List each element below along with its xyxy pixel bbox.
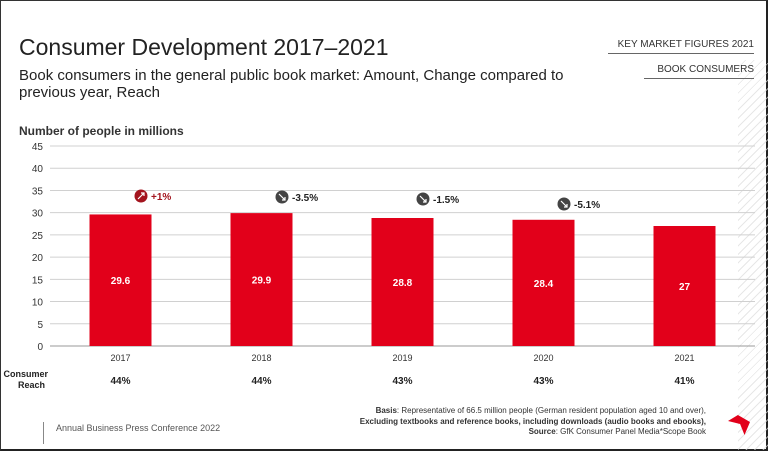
bar-value-label: 28.8 — [393, 278, 413, 289]
y-tick-label: 0 — [37, 342, 43, 353]
reach-value: 43% — [392, 376, 412, 387]
y-tick-label: 25 — [32, 231, 44, 242]
x-tick-label: 2017 — [110, 353, 130, 363]
reach-value: 44% — [251, 376, 271, 387]
exclusion-text: Excluding textbooks and reference books,… — [359, 416, 706, 426]
reach-value: 43% — [533, 376, 553, 387]
arrow-glyph — [278, 193, 286, 201]
source-text: : GfK Consumer Panel Media*Scope Book — [555, 427, 706, 436]
bar-2020 — [512, 219, 575, 346]
x-tick-label: 2020 — [533, 353, 553, 363]
x-tick-label: 2021 — [674, 353, 694, 363]
footer-event: Annual Business Press Conference 2022 — [56, 423, 221, 433]
footer-divider — [43, 422, 44, 444]
change-label: -1.5% — [433, 195, 459, 206]
y-tick-label: 40 — [32, 164, 44, 175]
subsection-tag: BOOK CONSUMERS — [644, 64, 754, 79]
basis-label: Basis — [375, 406, 397, 415]
section-tag: KEY MARKET FIGURES 2021 — [608, 39, 754, 54]
arrow-glyph — [419, 195, 427, 203]
bar-2017 — [89, 214, 152, 346]
page-title: Consumer Development 2017–2021 — [19, 34, 389, 60]
bar-2021 — [653, 226, 716, 346]
bar-value-label: 27 — [679, 282, 691, 293]
footnotes: Basis: Representative of 66.5 million pe… — [360, 406, 706, 438]
y-tick-label: 5 — [37, 320, 43, 331]
change-label: -3.5% — [292, 193, 318, 204]
change-label: -5.1% — [574, 200, 600, 211]
x-tick-label: 2018 — [251, 353, 271, 363]
y-tick-label: 45 — [32, 142, 44, 153]
bar-2018 — [230, 213, 293, 346]
y-tick-label: 15 — [32, 275, 44, 286]
reach-value: 41% — [674, 376, 694, 387]
reach-row-label: Consumer Reach — [3, 369, 48, 390]
bar-value-label: 29.6 — [111, 276, 131, 287]
subtitle: Book consumers in the general public boo… — [19, 67, 564, 101]
hatch-decoration — [738, 60, 768, 450]
bar-value-label: 28.4 — [534, 279, 554, 290]
y-tick-label: 10 — [32, 298, 44, 309]
y-tick-label: 30 — [32, 209, 44, 220]
y-tick-label: 20 — [32, 253, 44, 264]
bar-2019 — [371, 218, 434, 346]
bar-value-label: 29.9 — [252, 276, 272, 287]
basis-text: : Representative of 66.5 million people … — [396, 406, 706, 415]
arrow-glyph — [137, 192, 145, 200]
source-label: Source — [528, 427, 556, 436]
arrow-glyph — [560, 200, 568, 208]
y-axis-label: Number of people in millions — [19, 124, 184, 138]
change-label: +1% — [151, 192, 171, 203]
reach-value: 44% — [110, 376, 130, 387]
x-tick-label: 2019 — [392, 353, 412, 363]
y-tick-label: 35 — [32, 186, 44, 197]
